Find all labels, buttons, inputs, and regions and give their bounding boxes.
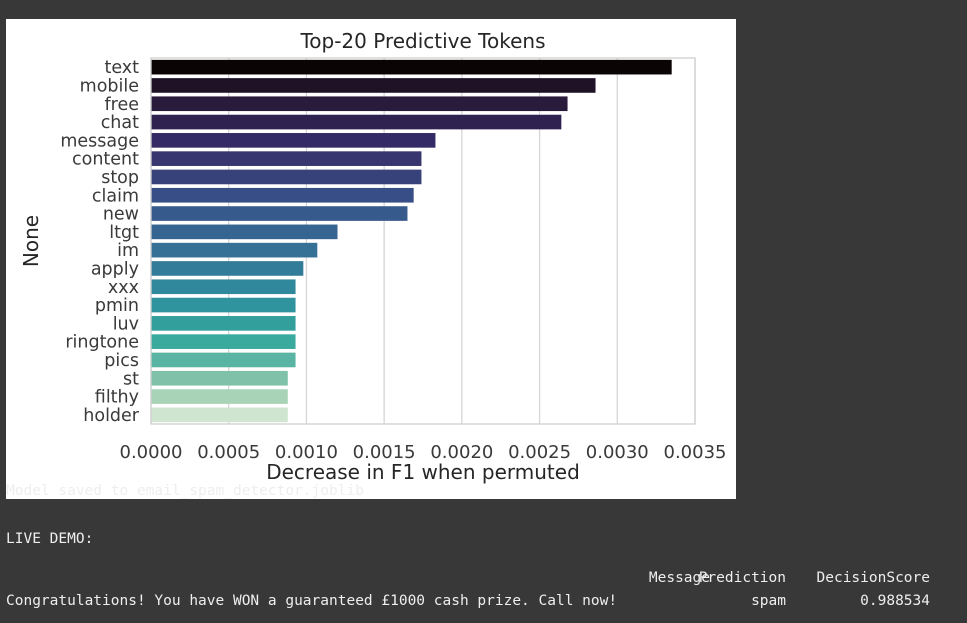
bar: [151, 96, 568, 112]
column-header-prediction: Prediction: [698, 570, 786, 586]
x-tick-label: 0.0005: [197, 442, 260, 463]
bar: [151, 151, 422, 166]
y-axis-label: None: [19, 215, 43, 267]
y-tick-label: im: [117, 241, 139, 261]
y-tick-label: mobile: [80, 76, 139, 96]
bar-chart: 0.0000 0.0005 0.0010 0.0015 0.0020 0.0025 0.00…: [19, 29, 727, 484]
bar: [151, 206, 408, 221]
bar: [151, 352, 296, 368]
y-tick-label: claim: [92, 186, 139, 206]
y-tick-label: pics: [104, 351, 139, 371]
y-tick-label: free: [104, 95, 139, 115]
bar: [151, 242, 318, 258]
bar: [151, 114, 562, 130]
plot-frame: [150, 57, 696, 425]
bar: [151, 133, 436, 148]
bar: [151, 316, 296, 331]
x-tick-label: 0.0025: [508, 442, 571, 463]
column-header-message: Message: [648, 570, 710, 586]
y-tick-label: st: [123, 369, 139, 389]
y-tick-label: filthy: [95, 388, 139, 408]
bar: [151, 370, 288, 386]
bar: [151, 297, 296, 313]
bar: [151, 59, 672, 75]
prediction-row-label: spam: [751, 593, 786, 609]
bar: [151, 261, 304, 276]
bar: [151, 407, 288, 423]
y-tick-label: new: [103, 205, 139, 225]
prediction-row-score: 0.988534: [860, 593, 930, 609]
bar: [151, 389, 288, 404]
x-tick-label: 0.0015: [353, 442, 416, 463]
x-tick-label: 0.0035: [664, 442, 727, 463]
bar: [151, 334, 296, 349]
y-tick-label: luv: [113, 314, 139, 334]
chart-title: Top-20 Predictive Tokens: [299, 29, 545, 53]
prediction-row-message: Congratulations! You have WON a guarante…: [6, 593, 618, 609]
bar: [151, 187, 414, 203]
bar: [151, 224, 338, 240]
y-tick-label: holder: [83, 406, 140, 426]
x-tick-label: 0.0000: [120, 442, 183, 463]
y-tick-label: content: [72, 150, 139, 170]
bar: [151, 169, 422, 185]
y-tick-label: ltgt: [109, 223, 139, 243]
chart-figure: 0.0000 0.0005 0.0010 0.0015 0.0020 0.0025 0.00…: [6, 19, 736, 499]
y-tick-label: chat: [101, 113, 139, 133]
column-header-decision-score: DecisionScore: [816, 570, 931, 586]
model-saved-message: Model saved to email_spam_detector.jobli…: [6, 483, 364, 499]
x-tick-label: 0.0020: [430, 442, 493, 463]
bar: [151, 279, 296, 295]
y-tick-label: apply: [91, 259, 139, 279]
live-demo-label: LIVE DEMO:: [6, 531, 94, 547]
y-tick-label: stop: [101, 168, 139, 188]
y-tick-label: message: [60, 131, 139, 151]
y-tick-label: xxx: [108, 278, 139, 298]
x-axis-label: Decrease in F1 when permuted: [266, 460, 580, 484]
bar: [151, 78, 596, 93]
y-tick-label: pmin: [95, 296, 139, 316]
x-tick-label: 0.0010: [275, 442, 338, 463]
x-tick-label: 0.0030: [586, 442, 649, 463]
y-tick-label: ringtone: [65, 333, 139, 353]
y-tick-label: text: [104, 58, 139, 78]
